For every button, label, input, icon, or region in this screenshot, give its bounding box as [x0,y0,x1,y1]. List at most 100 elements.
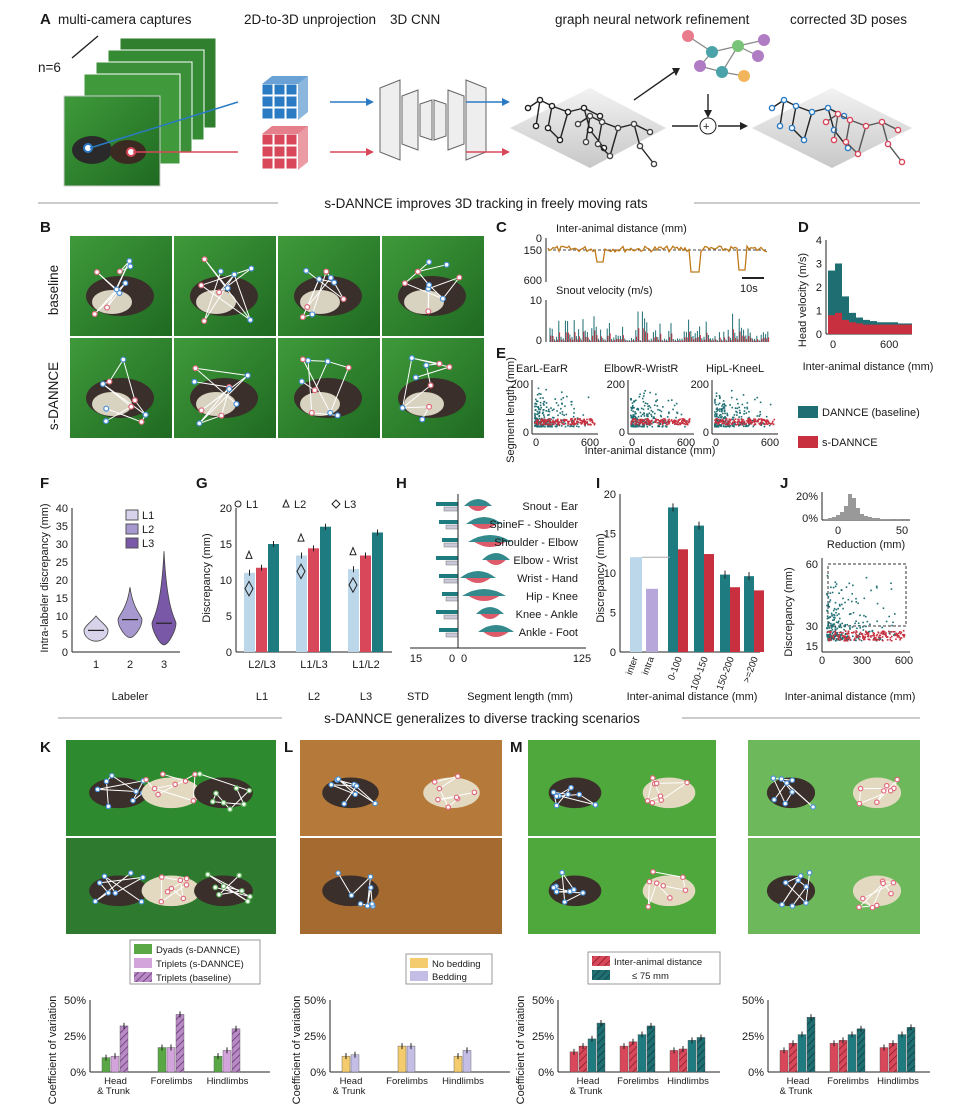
voxel [285,157,298,170]
e-point-sdannce [559,419,562,421]
l-ylabel: Coefficient of variation [291,996,303,1105]
j-point-baseline [844,625,846,628]
e-point-sdannce [757,419,760,422]
j-point-baseline [846,635,849,638]
j-point-baseline [828,601,831,603]
bone [845,119,851,143]
bone [108,359,124,382]
keypoint [860,895,866,902]
graph-node [738,70,750,82]
e-point-baseline [642,408,645,411]
svg-text:L3: L3 [360,691,372,703]
cov-bar [678,1048,688,1073]
j-point-baseline [862,629,865,631]
bone [585,115,591,143]
keypoint [770,775,777,781]
svg-text:L1: L1 [246,499,258,511]
j-point-sdannce [902,634,905,637]
keypoint [138,898,145,905]
j-point-sdannce [867,631,869,634]
bone [302,278,320,318]
h-density-baseline [460,571,496,578]
e-point-sdannce [579,419,581,422]
j-point-sdannce [899,631,901,633]
e-point-sdannce [541,423,544,426]
e-point-sdannce [535,421,537,424]
keypoint [783,780,790,786]
e-point-sdannce [534,422,536,424]
i-bar-human [630,557,642,652]
e-point-baseline [556,410,558,412]
j-point-sdannce [863,638,865,641]
e-point-sdannce [718,418,721,421]
g-ylabel: Discrepancy (mm) [201,533,213,622]
e-point-baseline [733,424,735,426]
e-ytick: 200 [607,379,625,391]
j-point-sdannce [834,631,837,634]
e-point-baseline [638,422,640,424]
cov-bar [637,1034,647,1073]
graph-node [694,60,706,72]
j-point-sdannce [862,637,864,639]
keypoint [133,788,139,795]
panel-m: M Inter-animal distance ≤ 75 mm Coeffici… [510,739,930,1104]
e-point-baseline [631,406,634,409]
e-title-ear: EarL-EarR [516,363,568,375]
e-point-sdannce [558,423,561,426]
e-point-sdannce [668,420,671,423]
keypoint [233,785,240,791]
bone [579,794,596,806]
e-point-baseline [573,412,575,414]
e-point-baseline [762,422,765,425]
e-point-sdannce [750,422,753,425]
e-point-sdannce [637,421,639,423]
j-point-baseline [837,620,840,623]
j-point-sdannce [865,631,867,633]
e-point-sdannce [581,421,583,423]
j-point-sdannce [870,635,872,637]
bone [417,264,447,273]
j-point-baseline [855,597,857,600]
bone [773,782,788,801]
cube-side [298,76,308,120]
e-point-baseline [759,421,762,424]
e-point-baseline [765,415,768,418]
cov-xtick: & Trunk [97,1086,130,1097]
e-point-sdannce [750,421,753,424]
e-ytick: 0 [523,427,529,439]
e-point-baseline [634,416,637,419]
keypoint [233,401,240,408]
e-point-sdannce [567,423,569,425]
e-point-sdannce [586,421,589,423]
e-point-sdannce [648,423,651,425]
e-point-baseline [562,396,565,399]
svg-text:≤ 75 mm: ≤ 75 mm [632,971,669,982]
i-bar-human [646,588,658,652]
keypoint [646,128,654,136]
e-point-baseline [632,410,634,413]
e-point-baseline [587,396,590,399]
e-point-sdannce [548,420,551,422]
keypoint [212,884,219,891]
keypoint [553,888,560,895]
bone [333,282,344,300]
keypoint [99,380,106,387]
j-point-baseline [848,613,851,616]
e-point-baseline [652,417,655,420]
e-point-baseline [535,398,537,401]
j-point-baseline [829,616,832,618]
e-point-sdannce [630,423,633,425]
cov-xtick: & Trunk [333,1086,366,1097]
e-point-sdannce [643,419,646,422]
j-point-baseline [840,634,842,636]
panel-l: L No bedding Bedding Coefficient of vari… [284,739,510,1104]
keypoint [131,397,138,404]
e-point-baseline [717,403,720,406]
bone [199,773,250,792]
j-point-baseline [859,627,862,629]
bone [111,775,137,792]
m-legend: Inter-animal distance ≤ 75 mm [587,951,721,985]
keypoint [789,777,796,784]
j-point-sdannce [828,630,830,633]
